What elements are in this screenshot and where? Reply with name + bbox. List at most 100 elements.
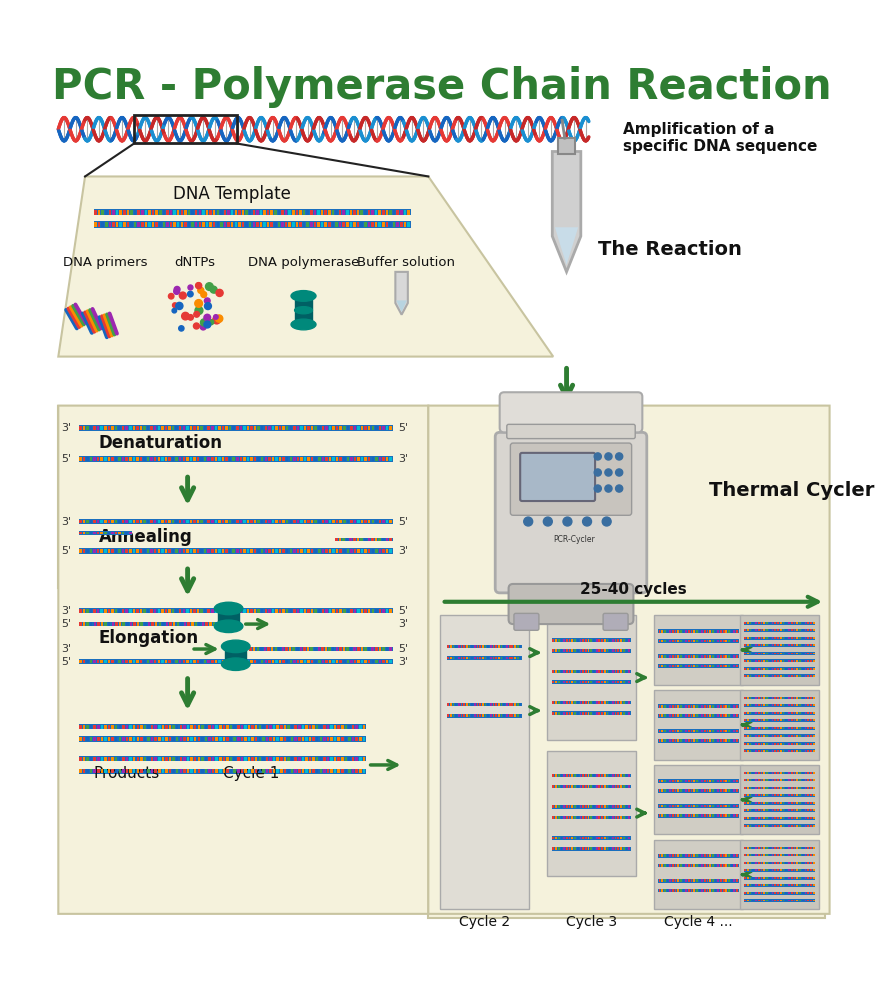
Circle shape (595, 485, 602, 492)
Bar (350, 660, 352, 664)
Bar (747, 878, 748, 880)
Bar (720, 855, 722, 857)
Bar (350, 458, 352, 461)
Bar (159, 222, 161, 227)
Bar (236, 660, 239, 664)
Bar (303, 647, 306, 651)
Bar (566, 669, 568, 672)
Bar (612, 701, 614, 704)
Bar (701, 705, 703, 708)
Bar (555, 669, 557, 672)
Bar (664, 880, 666, 882)
Bar (612, 774, 614, 777)
Bar (661, 889, 663, 892)
Bar (810, 749, 812, 751)
Bar (659, 740, 739, 742)
Bar (791, 622, 793, 624)
Bar (749, 892, 751, 894)
Bar (774, 742, 776, 744)
Bar (318, 608, 320, 612)
Bar (802, 824, 804, 826)
Bar (577, 785, 578, 788)
Bar (752, 712, 754, 714)
Bar (764, 810, 765, 811)
Bar (490, 645, 492, 648)
Bar (571, 774, 573, 777)
Bar (747, 712, 748, 714)
Bar (101, 622, 103, 626)
Bar (733, 814, 735, 817)
Bar (777, 704, 779, 706)
Bar (805, 674, 806, 676)
Bar (677, 805, 679, 808)
Bar (707, 665, 708, 668)
Bar (672, 655, 674, 658)
Bar (360, 608, 363, 612)
Bar (233, 756, 236, 760)
Bar (337, 769, 340, 773)
Bar (162, 738, 164, 741)
Bar (371, 426, 374, 430)
Bar (101, 222, 104, 227)
Bar (723, 790, 724, 792)
Circle shape (605, 485, 612, 492)
Bar (764, 862, 765, 864)
Bar (693, 889, 695, 892)
Bar (740, 840, 819, 909)
Bar (749, 653, 751, 655)
Bar (720, 630, 722, 633)
Bar (346, 538, 348, 540)
Polygon shape (553, 152, 581, 272)
Bar (802, 697, 804, 699)
Bar (336, 520, 338, 524)
Bar (733, 640, 735, 643)
Bar (352, 756, 354, 760)
Bar (200, 549, 203, 553)
Bar (482, 645, 484, 648)
Bar (704, 889, 706, 892)
Bar (579, 785, 581, 788)
Bar (769, 735, 771, 737)
Bar (202, 622, 205, 626)
Bar (482, 703, 484, 706)
Bar (240, 725, 243, 729)
Bar (593, 847, 595, 850)
Bar (723, 855, 724, 857)
Bar (680, 730, 682, 733)
Bar (672, 805, 674, 808)
Bar (133, 769, 135, 773)
Bar (281, 222, 284, 227)
Bar (612, 650, 614, 653)
Bar (218, 608, 221, 612)
Bar (797, 728, 798, 730)
Bar (122, 426, 125, 430)
Bar (226, 769, 229, 773)
Bar (485, 657, 487, 660)
Bar (375, 458, 377, 461)
Bar (566, 650, 568, 653)
Bar (83, 769, 85, 773)
Bar (667, 805, 668, 808)
Bar (480, 645, 481, 648)
Bar (289, 458, 292, 461)
Bar (731, 640, 732, 643)
Bar (143, 756, 146, 760)
Bar (736, 865, 738, 867)
Bar (769, 704, 771, 706)
Bar (704, 740, 706, 742)
Bar (807, 629, 809, 631)
Bar (257, 608, 260, 612)
Bar (654, 615, 743, 684)
Bar (558, 712, 560, 715)
Bar (688, 880, 690, 882)
Bar (755, 674, 756, 676)
Circle shape (176, 303, 183, 310)
Bar (777, 817, 779, 819)
Bar (785, 668, 787, 669)
Bar (752, 892, 754, 894)
Bar (769, 622, 771, 624)
Bar (758, 728, 760, 730)
Bar (108, 520, 110, 524)
Bar (717, 880, 719, 882)
Bar (725, 715, 727, 718)
